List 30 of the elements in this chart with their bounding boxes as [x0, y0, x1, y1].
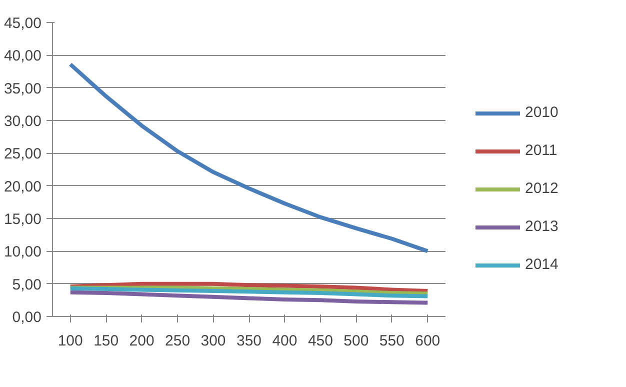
y-tick-label: 5,00: [12, 276, 42, 294]
legend-label: 2011: [525, 142, 558, 159]
y-tick-label: 25,00: [4, 146, 42, 163]
x-tick-label: 100: [58, 332, 83, 350]
y-tick-label: 20,00: [4, 178, 42, 196]
y-tick-label: 40,00: [4, 48, 42, 65]
y-tick-label: 30,00: [4, 113, 42, 130]
line-series: [68, 282, 430, 294]
line-series: [68, 62, 430, 254]
x-tick-label: 300: [200, 332, 226, 350]
x-tick-label: 250: [165, 332, 190, 350]
x-tick-label: 400: [272, 332, 298, 350]
y-tick-label: 15,00: [4, 211, 42, 228]
x-tick-label: 200: [129, 332, 154, 350]
x-tick-label: 550: [379, 332, 404, 350]
legend-label: 2014: [525, 256, 558, 273]
y-tick-label: 10,00: [4, 244, 42, 261]
line-series: [68, 286, 430, 298]
y-tick-label: 45,00: [4, 15, 42, 32]
line-series: [68, 290, 430, 305]
legend-label: 2013: [525, 218, 558, 235]
legend-label: 2012: [525, 180, 558, 197]
x-tick-label: 350: [236, 332, 262, 350]
y-tick-label: 0,00: [12, 309, 42, 326]
x-tick-label: 450: [308, 332, 333, 350]
legend-label: 2010: [525, 104, 558, 121]
x-tick-label: 150: [94, 332, 119, 350]
y-tick-label: 35,00: [4, 80, 42, 98]
x-tick-label: 500: [344, 332, 369, 350]
x-tick-label: 600: [415, 332, 440, 350]
